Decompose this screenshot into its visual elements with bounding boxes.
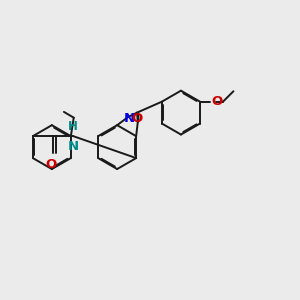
Text: O: O <box>131 112 142 124</box>
Text: H: H <box>68 120 78 133</box>
Text: O: O <box>45 158 56 171</box>
Text: N: N <box>68 140 79 153</box>
Text: N: N <box>124 112 135 125</box>
Text: O: O <box>212 95 223 108</box>
